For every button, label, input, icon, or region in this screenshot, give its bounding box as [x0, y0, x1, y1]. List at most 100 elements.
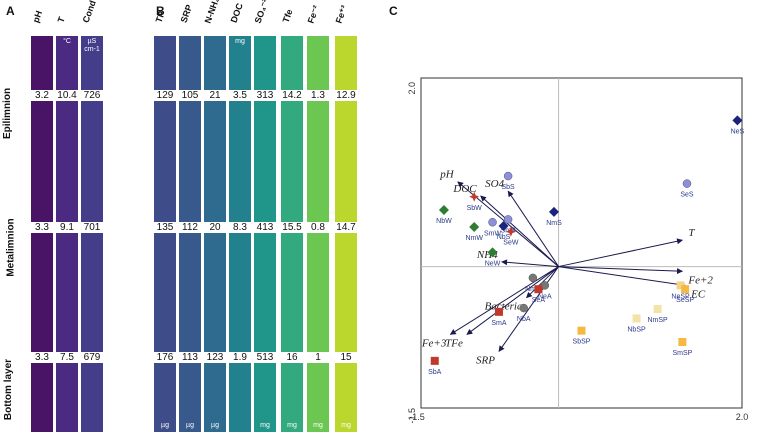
panel-b-value-3-0: 3.5	[225, 90, 255, 101]
panel-b-value-1-0: 105	[175, 90, 205, 101]
panel-b-bar-7	[335, 36, 357, 432]
vector-label-1: DOC	[452, 183, 477, 195]
vector-6	[558, 266, 686, 288]
panel-a-value-0-0: 3.2	[27, 90, 57, 101]
site-label-19: SeSP	[676, 297, 694, 304]
panel-b-value-6-1: 0.8	[303, 222, 333, 233]
panel-b-bar-5	[281, 36, 303, 432]
panel-b-unit-bottom-4: mg	[260, 422, 270, 429]
panel-a-shapes	[31, 36, 103, 432]
x-tick-label-max: 2.0	[736, 412, 749, 422]
panel-b-value-1-2: 113	[175, 352, 205, 363]
layer-bottom: Bottom layer	[3, 358, 15, 421]
site-point-7	[488, 218, 497, 227]
panel-b-value-5-0: 14.2	[277, 90, 307, 101]
panel-b-unit-bottom-5: mg	[287, 422, 297, 429]
site-point-18	[676, 281, 685, 290]
panel-b-value-1-1: 112	[175, 222, 205, 233]
panel-b-value-7-0: 12.9	[331, 90, 361, 101]
site-point-0	[732, 115, 743, 126]
panel-b-value-5-2: 16	[277, 352, 307, 363]
panel-b-value-4-1: 413	[250, 222, 280, 233]
site-label-2: SbS	[502, 184, 516, 191]
site-label-10: SeW	[503, 240, 519, 247]
site-point-17	[430, 356, 439, 365]
vector-8	[449, 266, 559, 335]
vector-5	[558, 266, 683, 275]
panel-b-value-2-2: 123	[200, 352, 230, 363]
layer-epilimnion: Epilimnion	[2, 87, 14, 140]
vector-1	[480, 195, 559, 267]
panel-a-unit-top-1: °C	[63, 38, 71, 45]
panel-b-value-6-0: 1.3	[303, 90, 333, 101]
site-label-15: NbA	[517, 316, 531, 323]
site-point-22	[577, 326, 586, 335]
panel-a-value-0-1: 3.3	[27, 222, 57, 233]
panel-a-unit-top-2: µS cm-1	[84, 38, 100, 53]
site-label-18: NeSP	[671, 293, 690, 300]
site-point-15	[519, 303, 528, 313]
panel-b-value-3-2: 1.9	[225, 352, 255, 363]
panel-label-a: A	[6, 4, 15, 18]
site-label-9: NmW	[465, 235, 483, 242]
vector-label-9: TFe	[445, 337, 463, 349]
site-label-0: NeS	[731, 128, 745, 135]
vector-label-6: EC	[690, 288, 706, 300]
site-point-16	[494, 307, 503, 316]
panel-b-value-4-2: 513	[250, 352, 280, 363]
panel-b-value-0-2: 176	[150, 352, 180, 363]
site-label-17: SbA	[428, 369, 442, 376]
panel-b-value-7-2: 15	[331, 352, 361, 363]
site-label-4: SbW	[467, 205, 483, 212]
panel-a-value-1-1: 9.1	[52, 222, 82, 233]
vector-label-5: Fe+2	[687, 274, 713, 286]
panel-b-value-2-0: 21	[200, 90, 230, 101]
panel-label-c: C	[389, 4, 398, 18]
panel-b-unit-bottom-2: µg	[211, 422, 219, 429]
y-tick-label-min: -1.5	[407, 408, 417, 424]
panel-a-value-2-1: 701	[77, 222, 107, 233]
panel-b-value-0-0: 129	[150, 90, 180, 101]
panel-a-value-0-2: 3.3	[27, 352, 57, 363]
site-point-2	[503, 171, 513, 181]
site-point-21	[653, 305, 662, 313]
vector-label-8: Fe+3	[421, 337, 447, 349]
site-label-13: NeA	[538, 293, 552, 300]
panel-b-unit-bottom-6: mg	[313, 422, 323, 429]
site-label-20: NbSP	[627, 326, 646, 333]
site-point-4	[469, 191, 480, 202]
panel-a-value-1-0: 10.4	[52, 90, 82, 101]
vector-label-10: SRP	[476, 354, 495, 366]
panel-b-shapes	[154, 36, 357, 432]
site-point-12	[528, 273, 538, 283]
site-label-21: NmSP	[648, 317, 669, 324]
vector-2	[507, 190, 559, 267]
vector-label-0: pH	[439, 169, 455, 181]
site-label-8: NbS	[497, 234, 511, 241]
panel-b-value-4-0: 313	[250, 90, 280, 101]
site-label-23: SmSP	[672, 350, 692, 357]
layer-metalimnion: Metalimnion	[5, 218, 17, 277]
panel-a-bar-2	[81, 36, 103, 432]
site-label-5: NbW	[436, 218, 452, 225]
site-label-16: SmA	[491, 320, 507, 327]
panel-b-unit-bottom-0: µg	[161, 422, 169, 429]
site-point-23	[678, 338, 687, 346]
panel-b-bar-2	[204, 36, 226, 432]
panel-b-bar-6	[307, 36, 329, 432]
vector-3	[501, 259, 559, 268]
site-point-20	[632, 314, 641, 323]
site-label-7: SmW	[484, 230, 502, 237]
panel-b-bar-1	[179, 36, 201, 432]
site-label-12: NmA	[525, 286, 541, 293]
vector-label-2: SO4	[485, 178, 504, 190]
site-point-8	[498, 221, 509, 232]
panel-label-b: B	[156, 4, 165, 18]
site-point-11	[487, 247, 498, 258]
plot-frame	[420, 77, 743, 409]
panel-a-value-1-2: 7.5	[52, 352, 82, 363]
site-point-1	[682, 179, 692, 188]
site-label-1: SeS	[680, 192, 694, 199]
site-point-19	[681, 285, 690, 294]
